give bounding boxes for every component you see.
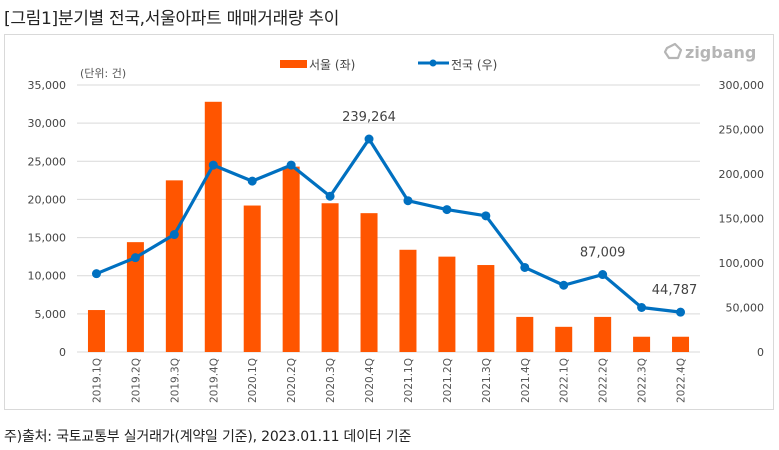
bar-seoul	[438, 256, 456, 352]
left-axis-tick-label: 35,000	[28, 79, 67, 92]
line-point-national	[598, 270, 608, 280]
bar-seoul	[204, 101, 222, 352]
left-axis-tick-label: 25,000	[28, 155, 67, 168]
bar-seoul	[633, 336, 651, 352]
bar-seoul	[282, 166, 300, 352]
legend-label-seoul: 서울 (좌)	[309, 58, 355, 72]
legend-label-national: 전국 (우)	[451, 58, 497, 72]
zigbang-logo-icon	[663, 42, 683, 60]
x-tick-label: 2020.4Q	[364, 358, 376, 403]
left-axis-tick-label: 20,000	[28, 193, 67, 206]
line-point-national	[442, 205, 452, 215]
right-axis-tick-label: 0	[757, 346, 764, 359]
x-tick-label: 2019.1Q	[91, 358, 103, 403]
bar-seoul	[165, 180, 183, 352]
left-axis-tick-label: 30,000	[28, 117, 67, 130]
x-tick-label: 2022.1Q	[559, 358, 571, 403]
left-axis-tick-label: 10,000	[28, 270, 67, 283]
left-axis-ticks: 0 5,000 10,000 15,000 20,000 25,000 30,000 35,0…	[28, 79, 67, 359]
line-point-national	[208, 160, 218, 170]
line-point-national	[130, 253, 140, 263]
right-axis-tick-label: 100,000	[719, 257, 765, 270]
left-axis-tick-label: 5,000	[35, 308, 67, 321]
line-point-national	[481, 211, 491, 221]
bar-seoul	[399, 249, 417, 352]
line-point-national	[520, 262, 530, 272]
bar-series-seoul	[87, 101, 690, 352]
bar-seoul	[87, 310, 105, 352]
line-point-national	[676, 307, 686, 317]
x-tick-label: 2021.4Q	[520, 358, 532, 403]
footnote-source: 주)출처: 국토교통부 실거래가(계약일 기준), 2023.01.11 데이터…	[4, 429, 412, 445]
x-tick-label: 2022.3Q	[637, 358, 649, 403]
zigbang-logo: zigbang	[663, 42, 756, 62]
legend-marker-icon	[429, 59, 437, 67]
line-point-national	[325, 191, 335, 201]
legend-item-seoul: 서울 (좌)	[280, 58, 355, 72]
right-axis-tick-label: 300,000	[719, 79, 765, 92]
data-label: 239,264	[342, 110, 396, 125]
figure-title: [그림1]분기별 전국,서울아파트 매매거래량 추이	[4, 9, 340, 29]
bar-seoul	[243, 205, 261, 352]
x-tick-label: 2020.3Q	[325, 358, 337, 403]
data-label: 44,787	[652, 283, 698, 298]
bar-seoul	[516, 316, 534, 352]
logo-text: zigbang	[685, 43, 756, 62]
data-label: 87,009	[580, 246, 626, 261]
x-tick-label: 2019.4Q	[208, 358, 220, 403]
x-tick-label: 2020.2Q	[286, 358, 298, 403]
bar-seoul	[594, 316, 612, 352]
bar-seoul	[555, 326, 573, 352]
x-axis-ticks: 2019.1Q 2019.2Q 2019.3Q 2019.4Q 2020.1Q 2020.…	[91, 358, 687, 403]
x-tick-label: 2021.3Q	[481, 358, 493, 403]
x-tick-label: 2022.4Q	[676, 358, 688, 403]
line-point-national	[247, 176, 257, 186]
bar-seoul	[126, 242, 144, 352]
line-point-national	[169, 230, 179, 240]
x-tick-label: 2019.2Q	[130, 358, 142, 403]
right-axis-tick-label: 200,000	[719, 168, 765, 181]
left-axis-tick-label: 15,000	[28, 232, 67, 245]
left-axis-tick-label: 0	[59, 346, 66, 359]
right-axis-tick-label: 50,000	[726, 302, 765, 315]
right-axis-ticks: 0 50,000 100,000 150,000 200,000 250,000 300,0…	[719, 79, 765, 359]
bar-seoul	[360, 213, 378, 352]
x-tick-label: 2020.1Q	[247, 358, 259, 403]
line-national	[95, 137, 681, 314]
bar-seoul	[321, 203, 339, 352]
x-tick-label: 2021.2Q	[442, 358, 454, 403]
legend-bar-swatch-icon	[280, 60, 307, 68]
line-point-national	[364, 134, 374, 144]
line-point-national	[286, 160, 296, 170]
right-axis-tick-label: 150,000	[719, 213, 765, 226]
data-labels: 239,264 87,009 44,787	[342, 110, 697, 298]
x-tick-label: 2022.2Q	[598, 358, 610, 403]
line-point-national	[559, 280, 569, 290]
bar-seoul	[672, 336, 690, 352]
unit-label: (단위: 건)	[80, 67, 126, 80]
line-series-national	[91, 134, 686, 317]
bar-seoul	[477, 265, 495, 352]
legend-item-national: 전국 (우)	[418, 58, 497, 72]
right-axis-tick-label: 250,000	[719, 124, 765, 137]
line-point-national	[637, 303, 647, 312]
legend: 서울 (좌) 전국 (우)	[280, 58, 497, 72]
x-tick-label: 2021.1Q	[403, 358, 415, 403]
line-point-national	[403, 196, 413, 206]
x-tick-label: 2019.3Q	[169, 358, 181, 403]
line-point-national	[91, 269, 101, 279]
